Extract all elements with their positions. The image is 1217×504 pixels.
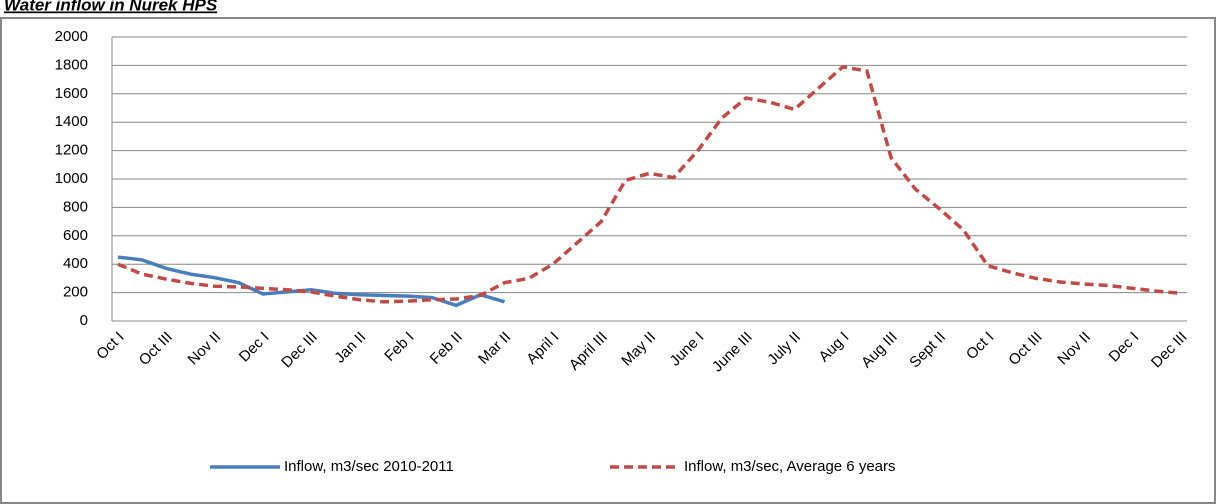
chart-frame: [0, 17, 1216, 504]
y-tick-label: 400: [63, 255, 88, 272]
y-tick-label: 2000: [55, 28, 88, 45]
y-tick-label: 200: [63, 284, 88, 301]
y-tick-label: 1200: [55, 142, 88, 159]
legend-label: Inflow, m3/sec, Average 6 years: [684, 458, 896, 475]
y-tick-label: 1800: [55, 56, 88, 73]
y-tick-label: 800: [63, 198, 88, 215]
y-tick-label: 1600: [55, 85, 88, 102]
chart-title: Water inflow in Nurek HPS: [4, 0, 218, 14]
legend-label: Inflow, m3/sec 2010-2011: [284, 458, 454, 475]
y-tick-label: 600: [63, 227, 88, 244]
y-tick-label: 1400: [55, 113, 88, 130]
y-tick-label: 0: [80, 312, 88, 329]
y-tick-label: 1000: [55, 170, 88, 187]
series-line: [117, 64, 1182, 304]
